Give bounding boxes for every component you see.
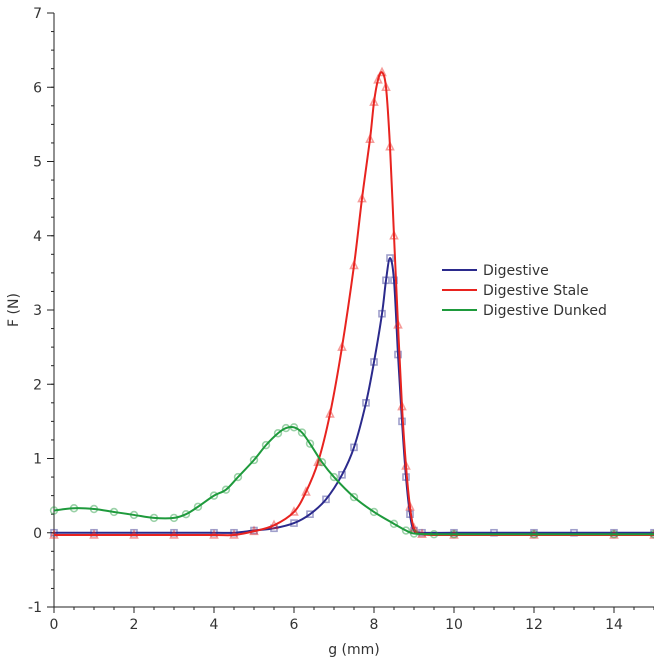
data-point-circle <box>261 440 271 450</box>
data-point-circle <box>221 485 231 494</box>
data-point-square <box>322 495 330 504</box>
data-point-square <box>290 519 298 527</box>
data-point-circle <box>209 491 219 500</box>
data-point-triangle <box>301 486 311 496</box>
data-point-triangle <box>409 522 419 533</box>
y-tick-label: 0 <box>33 526 42 542</box>
data-point-circle <box>273 429 283 438</box>
y-axis-label: F (N) <box>6 293 22 327</box>
x-tick-label: 8 <box>370 617 379 633</box>
data-point-circle <box>233 472 243 482</box>
series-line <box>53 425 654 536</box>
data-point-circle <box>369 507 379 517</box>
data-point-circle <box>193 502 203 511</box>
data-point-square <box>386 254 394 262</box>
y-tick-label: 4 <box>33 229 42 245</box>
y-tick-label: -1 <box>28 600 42 616</box>
series-line <box>54 257 654 534</box>
data-point-circle <box>181 509 191 519</box>
y-tick-label: 6 <box>33 80 42 96</box>
data-point-square <box>338 471 346 479</box>
data-point-circle <box>401 526 411 535</box>
data-point-circle <box>249 455 259 465</box>
data-point-circle <box>297 428 307 437</box>
x-tick-label: 0 <box>50 617 59 633</box>
x-tick-label: 10 <box>445 617 463 633</box>
y-tick-label: 2 <box>33 377 42 393</box>
y-tick-label: 1 <box>33 452 42 468</box>
legend-label: Digestive <box>483 263 549 279</box>
legend: Digestive Digestive Stale Digestive Dunked <box>442 263 607 319</box>
data-point-square <box>306 510 314 518</box>
y-tick-label: 5 <box>33 155 42 171</box>
data-point-circle <box>317 458 327 467</box>
series-layer <box>49 66 654 539</box>
series-line <box>53 71 654 537</box>
x-axis-label: g (mm) <box>328 642 380 658</box>
x-tick-label: 2 <box>130 617 139 633</box>
data-point-circle <box>329 472 339 482</box>
x-tick-label: 4 <box>210 617 219 633</box>
legend-label: Digestive Stale <box>483 283 589 299</box>
data-point-circle <box>305 439 315 448</box>
data-point-circle <box>349 492 359 502</box>
y-tick-label: 7 <box>33 6 42 22</box>
series-digestive-dunked <box>49 423 654 539</box>
series-digestive-stale <box>49 66 654 539</box>
x-tick-label: 6 <box>290 617 299 633</box>
x-tick-label: 14 <box>605 617 623 633</box>
y-tick-label: 3 <box>33 303 42 319</box>
x-tick-label: 12 <box>525 617 543 633</box>
data-point-circle <box>389 519 399 529</box>
legend-label: Digestive Dunked <box>483 303 607 319</box>
